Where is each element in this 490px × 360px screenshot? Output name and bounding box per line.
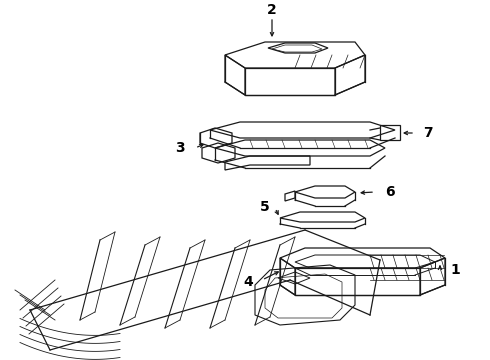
Text: 6: 6 — [385, 185, 395, 199]
Text: 4: 4 — [243, 275, 253, 289]
Text: 3: 3 — [175, 141, 185, 155]
Text: 2: 2 — [267, 3, 277, 17]
Text: 1: 1 — [450, 263, 460, 277]
Text: 5: 5 — [260, 200, 270, 214]
Text: 7: 7 — [423, 126, 433, 140]
